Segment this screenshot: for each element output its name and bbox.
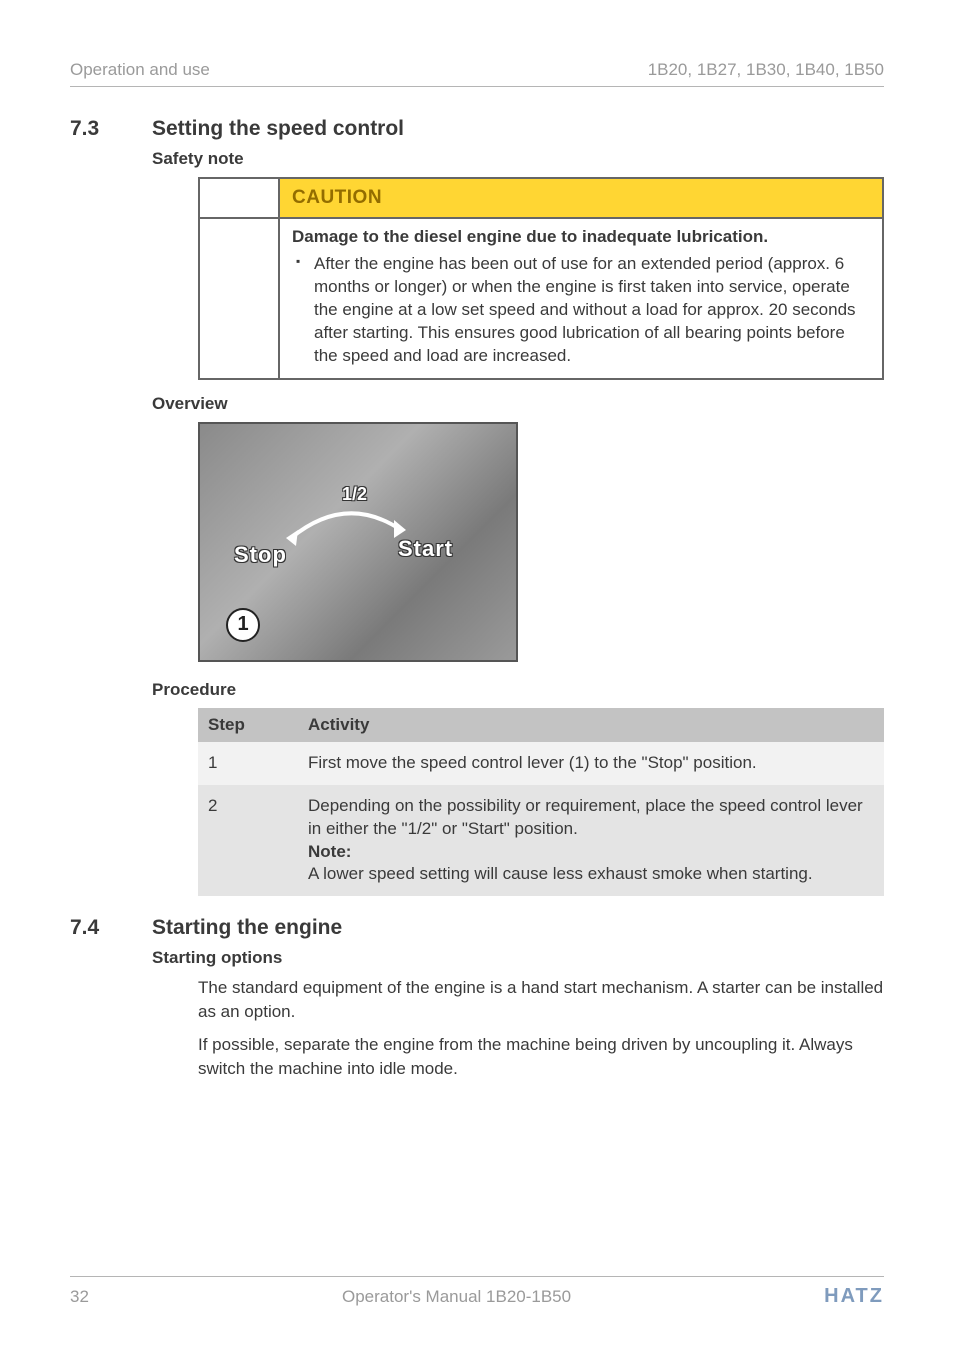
procedure-note-label: Note: bbox=[308, 841, 874, 864]
section-title-7-4: Starting the engine bbox=[152, 916, 342, 940]
running-head-right: 1B20, 1B27, 1B30, 1B40, 1B50 bbox=[648, 60, 884, 80]
safety-note-heading: Safety note bbox=[152, 149, 884, 169]
starting-options-heading: Starting options bbox=[152, 948, 884, 968]
page-number: 32 bbox=[70, 1287, 89, 1307]
procedure-activity-2-line2: A lower speed setting will cause less ex… bbox=[308, 863, 874, 886]
overview-start-label: Start bbox=[398, 536, 453, 562]
caution-icon-cell bbox=[200, 179, 278, 217]
caution-title: CAUTION bbox=[292, 187, 382, 208]
section-number-7-3: 7.3 bbox=[70, 117, 124, 141]
footer-rule bbox=[70, 1276, 884, 1277]
overview-half-label: 1/2 bbox=[342, 484, 367, 505]
overview-image: 1/2 Stop Start 1 bbox=[198, 422, 518, 662]
header-rule bbox=[70, 86, 884, 87]
starting-para-1: The standard equipment of the engine is … bbox=[198, 976, 884, 1023]
procedure-step-2: 2 bbox=[198, 785, 298, 897]
manual-title: Operator's Manual 1B20-1B50 bbox=[342, 1287, 571, 1307]
procedure-table: Step Activity 1 First move the speed con… bbox=[198, 708, 884, 897]
table-row: 2 Depending on the possibility or requir… bbox=[198, 785, 884, 897]
overview-arc-icon bbox=[286, 498, 406, 558]
caution-bullet: After the engine has been out of use for… bbox=[292, 253, 870, 368]
overview-heading: Overview bbox=[152, 394, 884, 414]
brand-logo: HATZ bbox=[824, 1285, 884, 1308]
caution-damage-line: Damage to the diesel engine due to inade… bbox=[292, 227, 870, 247]
section-title-7-3: Setting the speed control bbox=[152, 117, 404, 141]
procedure-col-step: Step bbox=[198, 708, 298, 742]
caution-box: CAUTION Damage to the diesel engine due … bbox=[198, 177, 884, 380]
running-head-left: Operation and use bbox=[70, 60, 210, 80]
procedure-activity-2: Depending on the possibility or requirem… bbox=[298, 785, 884, 897]
table-row: 1 First move the speed control lever (1)… bbox=[198, 742, 884, 785]
procedure-activity-2-line1: Depending on the possibility or requirem… bbox=[308, 795, 874, 841]
procedure-activity-1: First move the speed control lever (1) t… bbox=[298, 742, 884, 785]
procedure-col-activity: Activity bbox=[298, 708, 884, 742]
starting-para-2: If possible, separate the engine from th… bbox=[198, 1033, 884, 1080]
procedure-step-1: 1 bbox=[198, 742, 298, 785]
overview-stop-label: Stop bbox=[234, 542, 287, 568]
overview-callout-1: 1 bbox=[226, 608, 260, 642]
section-number-7-4: 7.4 bbox=[70, 916, 124, 940]
procedure-heading: Procedure bbox=[152, 680, 884, 700]
caution-icon-cell-lower bbox=[200, 219, 278, 378]
